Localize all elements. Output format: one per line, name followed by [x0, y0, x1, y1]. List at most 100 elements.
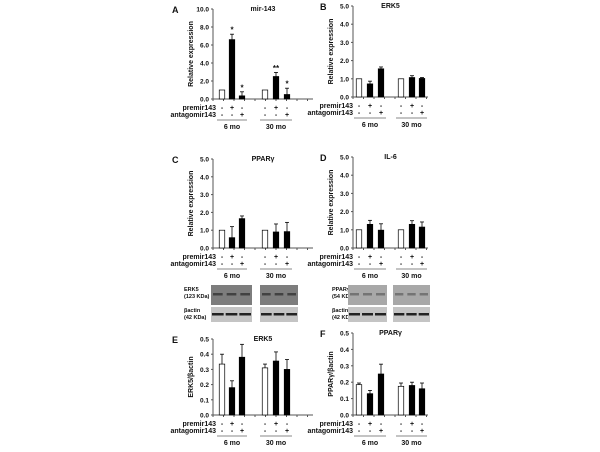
significance-marker: *	[240, 83, 244, 92]
bar-30mo-1	[408, 223, 416, 249]
bar-30mo-2	[418, 388, 426, 416]
antagomir-sign: -	[411, 261, 414, 268]
antagomir-sign: +	[240, 428, 244, 435]
antagomir-sign: -	[400, 428, 403, 435]
antagomir-sign: -	[231, 261, 234, 268]
actin-band	[349, 313, 360, 316]
antagomir-row-label: antagomir143	[307, 428, 353, 435]
blot-loading-label: βactin	[184, 308, 201, 314]
y-tick-label: 0.3	[340, 363, 349, 370]
bar-30mo-1	[408, 77, 416, 98]
premir-sign: -	[221, 105, 224, 112]
blot-target-label: PPARγ	[332, 287, 351, 293]
chart-title: PPARγ	[379, 330, 402, 337]
premir-sign: -	[286, 105, 289, 112]
antagomir-sign: -	[221, 261, 224, 268]
bar-6mo-0	[218, 89, 226, 100]
bar-6mo-0	[355, 78, 363, 98]
group-label: 6 mo	[362, 440, 378, 447]
antagomir-sign: -	[275, 112, 278, 119]
actin-band	[273, 313, 285, 316]
premir-sign: +	[410, 254, 414, 261]
antagomir-row-label: antagomir143	[307, 110, 353, 117]
bar-6mo-1	[366, 393, 374, 416]
bar-6mo-0	[355, 384, 363, 416]
y-tick-label: 5.0	[200, 157, 209, 164]
bar-30mo-2	[283, 369, 291, 416]
y-tick-label: 0.3	[200, 367, 209, 374]
y-tick-label: 0.0	[340, 246, 349, 253]
panel-letter: B	[320, 2, 327, 12]
group-label: 6 mo	[224, 273, 240, 280]
bar-6mo-1	[228, 387, 236, 416]
bar-6mo-1	[228, 237, 236, 249]
y-tick-label: 0.2	[200, 382, 209, 389]
premir-sign: -	[380, 254, 383, 261]
y-tick-label: 0.0	[200, 246, 209, 253]
actin-band	[362, 313, 373, 316]
bar-6mo-0	[355, 229, 363, 249]
chart-title: ERK5	[381, 3, 400, 10]
blot-loading-kda: (42 KDa)	[332, 315, 354, 321]
bar-30mo-0	[261, 229, 269, 249]
antagomir-sign: -	[411, 428, 414, 435]
group-label: 30 mo	[266, 273, 286, 280]
y-tick-label: 0.1	[340, 396, 349, 403]
group-label: 6 mo	[362, 122, 378, 129]
antagomir-sign: +	[285, 428, 289, 435]
y-tick-label: 2.0	[200, 210, 209, 217]
y-tick-label: 0.0	[200, 413, 209, 420]
antagomir-sign: +	[420, 261, 424, 268]
significance-marker: *	[285, 80, 289, 89]
bar-30mo-2	[283, 231, 291, 249]
premir-sign: +	[410, 103, 414, 110]
panel-e: E ERK50.00.10.20.30.40.5ERK5/βactin--+--+…	[170, 335, 313, 447]
antagomir-sign: -	[411, 110, 414, 117]
premir-row-label: premir143	[320, 421, 354, 428]
premir-row-label: premir143	[183, 105, 217, 112]
panel-letter: C	[172, 155, 179, 165]
bar-6mo-0	[218, 363, 226, 416]
blot-band	[274, 293, 284, 296]
premir-sign: -	[400, 254, 403, 261]
blot-band	[226, 293, 237, 296]
y-tick-label: 0.0	[340, 413, 349, 420]
antagomir-sign: -	[369, 428, 372, 435]
bar-6mo-1	[228, 39, 236, 100]
blot-band	[287, 293, 296, 296]
blot-band	[262, 293, 271, 296]
y-tick-label: 2.0	[340, 209, 349, 216]
premir-sign: -	[358, 254, 361, 261]
blot-band	[395, 293, 404, 296]
y-tick-label: 0.5	[340, 331, 349, 338]
bar-30mo-1	[408, 385, 416, 416]
antagomir-sign: -	[221, 112, 224, 119]
antagomir-sign: -	[231, 428, 234, 435]
panel-c: C PPARγ 0.0 1.0 2.0 3.0 4.0 5.0 Relative express…	[170, 155, 313, 280]
bar-6mo-1	[366, 223, 374, 249]
premir-row-label: premir143	[183, 254, 217, 261]
actin-band	[418, 313, 429, 316]
actin-band	[239, 313, 251, 316]
antagomir-sign: +	[379, 261, 383, 268]
group-label: 30 mo	[401, 440, 421, 447]
significance-marker: *	[230, 26, 234, 35]
y-tick-label: 4.0	[340, 22, 349, 29]
premir-sign: +	[410, 421, 414, 428]
premir-sign: +	[368, 421, 372, 428]
blot-target-kda: (54 KDa)	[332, 294, 354, 300]
premir-sign: -	[400, 421, 403, 428]
y-tick-label: 2.0	[340, 58, 349, 65]
y-tick-label: 0.1	[200, 397, 209, 404]
premir-sign: +	[230, 254, 234, 261]
premir-row-label: premir143	[320, 103, 354, 110]
blot-loading-kda: (42 KDa)	[184, 315, 206, 321]
premir-sign: -	[380, 103, 383, 110]
bar-30mo-2	[418, 78, 426, 98]
antagomir-row-label: antagomir143	[170, 112, 216, 119]
premir-sign: -	[221, 254, 224, 261]
bar-30mo-1	[272, 360, 280, 416]
premir-row-label: premir143	[183, 421, 217, 428]
premir-sign: -	[286, 421, 289, 428]
